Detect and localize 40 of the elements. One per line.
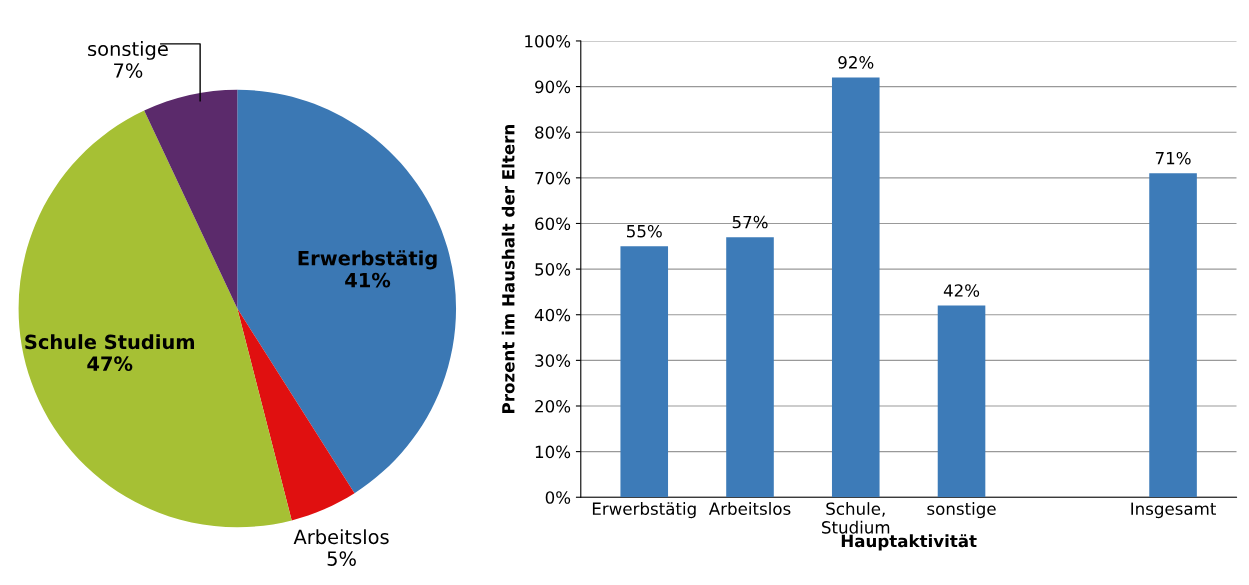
x-tick-label: Arbeitslos xyxy=(708,502,791,516)
data-label: 92% xyxy=(838,56,874,69)
x-tick-label: Schule, Studium xyxy=(822,502,890,534)
y-tick-label: 30% xyxy=(535,354,571,367)
y-tick-label: 40% xyxy=(534,308,571,322)
bar xyxy=(937,305,986,498)
slice-label: Arbeitslos xyxy=(293,529,389,545)
pie-slice xyxy=(237,89,457,494)
y-tick-label: 90% xyxy=(535,80,571,94)
data-label: 5% xyxy=(327,551,356,566)
bar xyxy=(620,246,669,498)
data-label: 55% xyxy=(627,224,662,238)
y-tick-label: 100% xyxy=(525,34,571,48)
y-tick-label: 10% xyxy=(535,445,571,459)
y-axis-title: Prozent im Haushalt der Eltern xyxy=(501,125,515,413)
x-tick-label: Insgesamt xyxy=(1131,502,1216,519)
y-tick-label: 50% xyxy=(535,263,571,276)
x-tick-label: sonstige xyxy=(927,502,996,519)
x-axis-title: Hauptaktivität xyxy=(841,534,977,551)
y-tick-label: 80% xyxy=(535,126,571,139)
slice-label: Erwerbstätig xyxy=(298,250,437,270)
pie-slice xyxy=(144,89,238,309)
data-label: 47% xyxy=(87,356,133,371)
pie-slice xyxy=(237,308,355,521)
data-label: 42% xyxy=(943,284,980,297)
data-label: 57% xyxy=(732,215,768,229)
bar xyxy=(831,77,880,498)
data-label: 71% xyxy=(1155,151,1191,165)
y-tick-label: 70% xyxy=(535,171,571,185)
slice-label: Schule Studium xyxy=(25,334,195,350)
bar xyxy=(1149,173,1197,498)
y-tick-label: 20% xyxy=(535,399,571,413)
bar xyxy=(726,237,774,498)
data-label: 41% xyxy=(345,272,391,288)
pie-slice xyxy=(18,110,292,528)
slice-label: sonstige xyxy=(88,41,168,60)
y-tick-label: 60% xyxy=(535,217,571,231)
x-tick-label: Erwerbstätig xyxy=(592,502,696,519)
y-tick-label: 0% xyxy=(545,491,571,504)
data-label: 7% xyxy=(114,63,143,78)
